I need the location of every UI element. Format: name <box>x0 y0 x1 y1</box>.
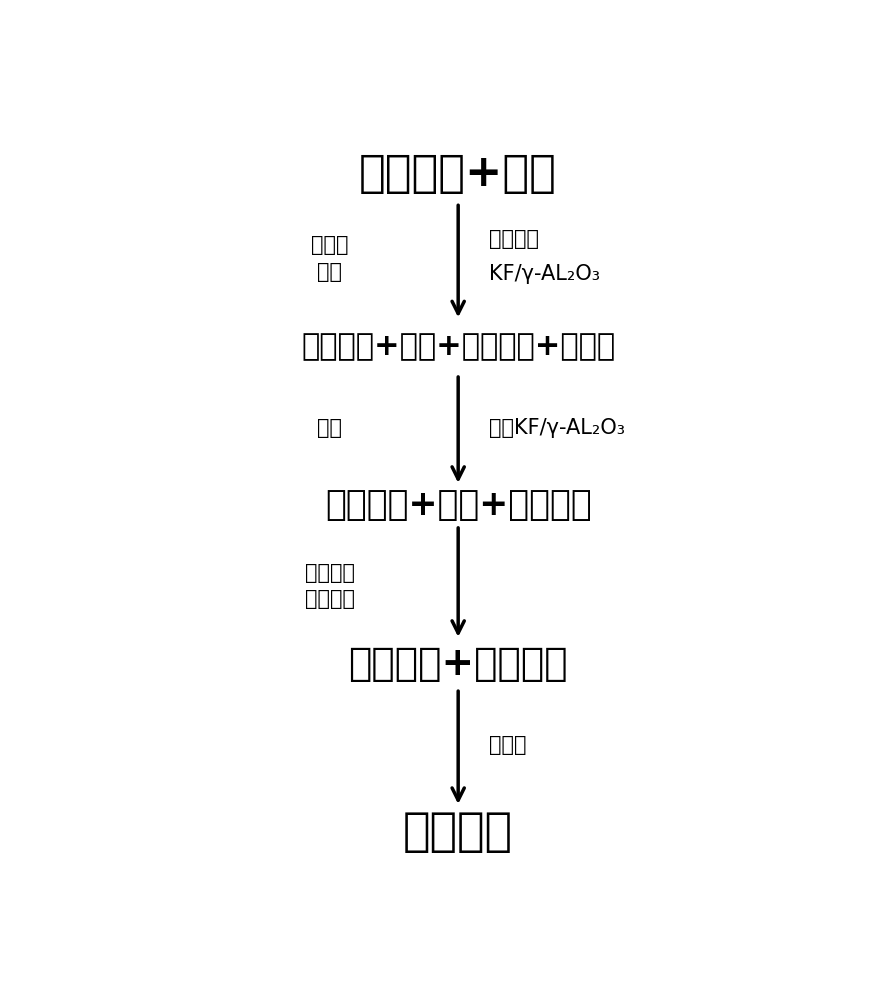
Text: 酯交换
反应: 酯交换 反应 <box>311 235 349 282</box>
Text: 三十烷醇+甲醇+油酸甲酯+催化剂: 三十烷醇+甲醇+油酸甲酯+催化剂 <box>301 333 615 362</box>
Text: 三十烷醇+甲醇+油酸甲酯: 三十烷醇+甲醇+油酸甲酯 <box>325 488 592 522</box>
Text: 三十烷醇: 三十烷醇 <box>403 810 513 855</box>
Text: KF/γ-AL₂O₃: KF/γ-AL₂O₃ <box>489 264 601 284</box>
Text: 三十烷醇+油酸甲酯: 三十烷醇+油酸甲酯 <box>349 645 568 683</box>
Text: 重结晶: 重结晶 <box>489 735 527 755</box>
Text: 回旋蒸发
回收甲醇: 回旋蒸发 回收甲醇 <box>305 563 355 609</box>
Text: 微波催化: 微波催化 <box>489 229 539 249</box>
Text: 过滤: 过滤 <box>317 418 342 438</box>
Text: 天然蜂蜡+甲醇: 天然蜂蜡+甲醇 <box>359 152 557 195</box>
Text: 回收KF/γ-AL₂O₃: 回收KF/γ-AL₂O₃ <box>489 418 626 438</box>
